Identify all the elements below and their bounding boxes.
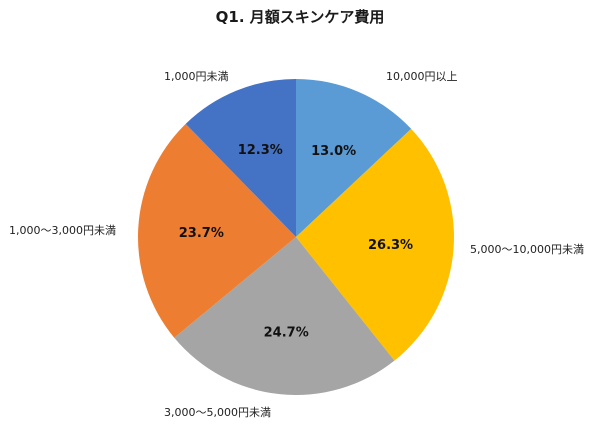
value-label-3000-5000: 24.7% <box>264 325 309 340</box>
category-label-5000-10000: 5,000〜10,000円未満 <box>470 243 584 256</box>
category-label-10000-plus: 10,000円以上 <box>386 70 458 83</box>
chart-title: Q1. 月額スキンケア費用 <box>215 8 385 26</box>
pie-slice-under-1000 <box>185 79 296 237</box>
category-label-under-1000: 1,000円未満 <box>164 70 229 83</box>
pie-slice-1000-3000 <box>137 123 296 338</box>
category-label-1000-3000: 1,000〜3,000円未満 <box>9 224 116 237</box>
pie-slice-3000-5000 <box>174 237 395 395</box>
value-label-5000-10000: 26.3% <box>368 238 413 253</box>
value-label-under-1000: 12.3% <box>238 143 283 158</box>
pie-slice-10000-plus <box>296 79 412 237</box>
value-label-10000-plus: 13.0% <box>311 144 356 159</box>
pie-slices <box>137 79 454 395</box>
value-label-1000-3000: 23.7% <box>179 226 224 241</box>
category-label-3000-5000: 3,000〜5,000円未満 <box>164 406 271 419</box>
pie-slice-5000-10000 <box>296 128 454 361</box>
pie-value-labels: 13.0% 26.3% 24.7% 23.7% 12.3% <box>179 143 413 340</box>
